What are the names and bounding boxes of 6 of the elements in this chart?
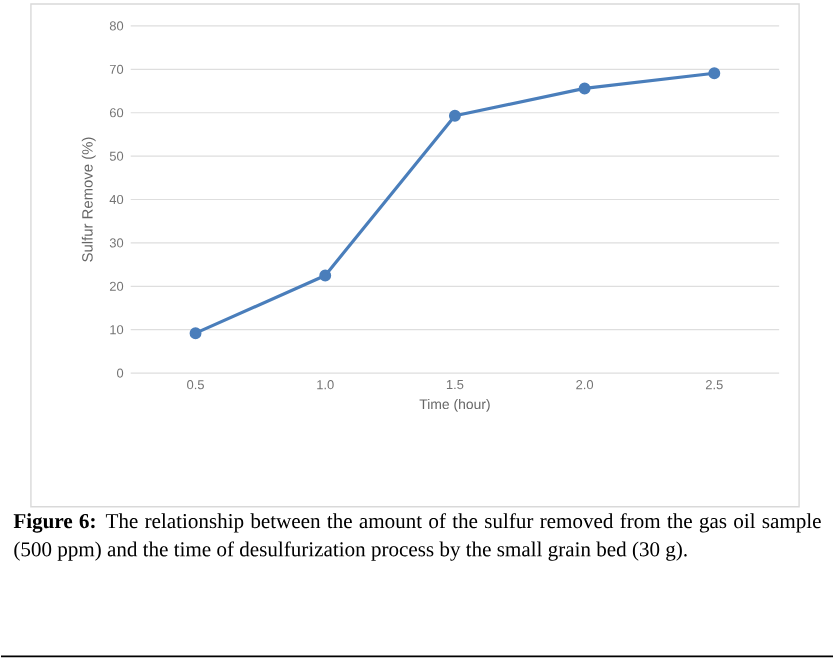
point — [448, 110, 461, 122]
text: Figure 6: The relationship between the amount of the sulfur removed from the gas oil sample (500 ppm) and the time of desulfurization process by the small grain bed (30 g). — [13, 513, 821, 562]
point — [578, 82, 591, 95]
point — [319, 269, 332, 282]
point — [189, 327, 202, 340]
point — [708, 67, 721, 80]
